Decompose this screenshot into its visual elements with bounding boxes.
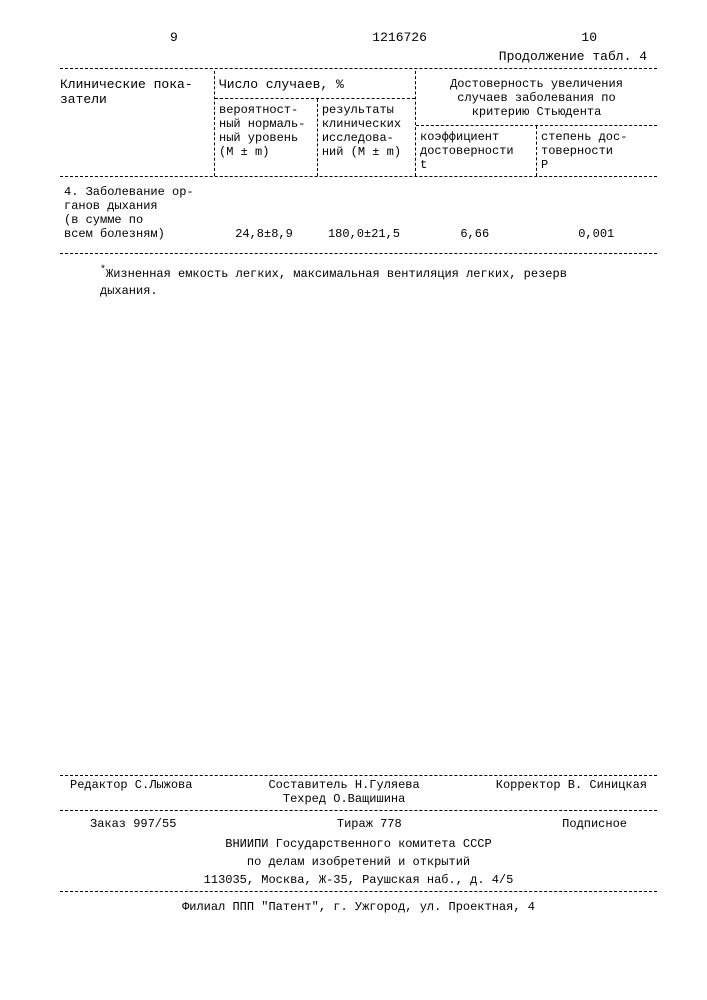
table-row: 4. Заболевание ор-ганов дыхания(в сумме …	[60, 177, 657, 254]
footer-organization-1: ВНИИПИ Государственного комитета СССР	[60, 835, 657, 853]
page-number-left: 9	[170, 30, 178, 45]
footer-order: Заказ 997/55	[90, 817, 176, 831]
page-header: 9 1216726 10	[60, 30, 657, 45]
table-header: Клинические пока-затели Число случаев, %…	[60, 71, 657, 177]
column-cases-group: Число случаев, %	[215, 71, 415, 99]
footer-compiler: Составитель Н.Гуляева	[268, 778, 419, 792]
footer-corrector: Корректор В. Синицкая	[496, 778, 647, 806]
column-results: результатыклиническихисследова-ний (M ± …	[318, 99, 415, 176]
column-degree: степень дос-товерностиP	[537, 126, 657, 176]
footer-editor: Редактор С.Лыжова	[70, 778, 192, 806]
cell-degree: 0,001	[536, 185, 658, 241]
column-clinical: Клинические пока-затели	[60, 71, 215, 176]
data-table: Клинические пока-затели Число случаев, %…	[60, 71, 657, 254]
footer-tirage: Тираж 778	[337, 817, 402, 831]
cell-probability: 24,8±8,9	[214, 185, 314, 241]
cell-clinical: 4. Заболевание ор-ганов дыхания(в сумме …	[60, 185, 214, 241]
cell-coefficient: 6,66	[414, 185, 536, 241]
document-number: 1216726	[372, 30, 427, 45]
column-probability: вероятност-ный нормаль-ный уровень(M ± m…	[215, 99, 318, 176]
footer-address: 113035, Москва, Ж-35, Раушская наб., д. …	[60, 871, 657, 889]
column-coefficient: коэффициентдостоверностиt	[416, 126, 537, 176]
footer-organization-2: по делам изобретений и открытий	[60, 853, 657, 871]
table-footnote: *Жизненная емкость легких, максимальная …	[60, 264, 657, 300]
page-number-right: 10	[581, 30, 597, 45]
table-continuation-label: Продолжение табл. 4	[60, 49, 647, 64]
page-footer: Редактор С.Лыжова Составитель Н.Гуляева …	[60, 773, 657, 920]
footer-subscript: Подписное	[562, 817, 627, 831]
column-reliability-group: Достоверность увеличенияслучаев заболева…	[416, 71, 657, 126]
cell-results: 180,0±21,5	[314, 185, 414, 241]
footer-branch: Филиал ППП "Патент", г. Ужгород, ул. Про…	[60, 894, 657, 920]
footer-techred: Техред О.Ващишина	[268, 792, 419, 806]
